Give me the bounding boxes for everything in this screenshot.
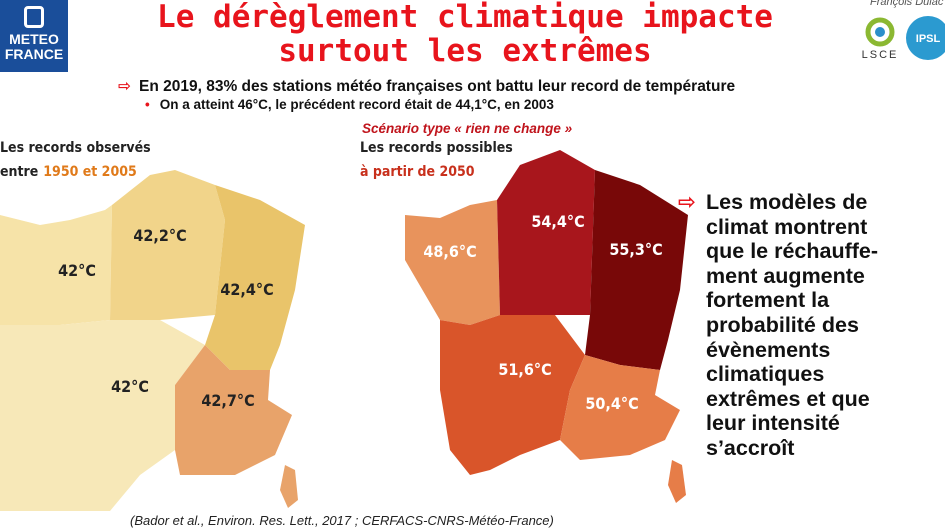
scenario: Scénario type « rien ne change » bbox=[362, 121, 573, 136]
conclusion-line: extrêmes et que bbox=[706, 386, 870, 411]
bullet-text: En 2019, 83% des stations météo français… bbox=[139, 78, 736, 95]
region-label: 54,4°C bbox=[531, 212, 584, 231]
author: François Dulac bbox=[870, 0, 944, 8]
left-map: Les records observés entre 1950 et 2005 4… bbox=[0, 140, 305, 511]
region-label: 42,2°C bbox=[133, 226, 186, 245]
lsce-icon bbox=[875, 27, 885, 37]
region bbox=[110, 170, 225, 320]
arrow: ⇨ bbox=[678, 190, 697, 214]
conclusion-line: probabilité des bbox=[706, 312, 859, 337]
map-caption: Les records observés bbox=[0, 140, 151, 156]
ipsl-icon bbox=[906, 16, 945, 60]
partner-logos: LSCE IPSL bbox=[862, 16, 945, 61]
region-label: 51,6°C bbox=[498, 360, 551, 379]
right-map: Les records possibles à partir de 2050 4… bbox=[360, 140, 688, 503]
region-label: 42,4°C bbox=[220, 280, 273, 299]
title-line: surtout les extrêmes bbox=[278, 33, 652, 69]
region bbox=[0, 320, 205, 511]
region bbox=[560, 355, 680, 460]
sub-bullet: • On a atteint 46°C, le précédent record … bbox=[145, 97, 554, 112]
conclusion-line: leur intensité bbox=[706, 411, 840, 436]
region-label: 55,3°C bbox=[609, 240, 662, 259]
lsce-icon bbox=[865, 17, 895, 47]
map-caption: entre 1950 et 2005 bbox=[0, 164, 137, 180]
conclusion-line: s’accroît bbox=[706, 435, 795, 460]
sub-bullet-text: On a atteint 46°C, le précédent record é… bbox=[159, 97, 554, 112]
region bbox=[405, 200, 500, 325]
map-caption: Les records possibles bbox=[360, 140, 513, 156]
corsica bbox=[668, 460, 686, 503]
conclusion-line: évènements bbox=[706, 337, 831, 362]
map-caption: à partir de 2050 bbox=[360, 164, 475, 180]
logo-line: METEO bbox=[9, 31, 59, 47]
region bbox=[440, 315, 585, 475]
maps: Les records observés entre 1950 et 2005 4… bbox=[0, 140, 688, 511]
corsica bbox=[280, 465, 298, 508]
conclusion-line: climat montrent bbox=[706, 214, 868, 239]
region-label: 50,4°C bbox=[585, 394, 638, 413]
region-label: 42,7°C bbox=[201, 391, 254, 410]
title-line: Le dérèglement climatique impacte bbox=[157, 0, 773, 35]
citation: (Bador et al., Environ. Res. Lett., 2017… bbox=[130, 513, 554, 528]
map-caption-years: 1950 et 2005 bbox=[43, 164, 136, 180]
meteo-france-logo: METEO FRANCE bbox=[0, 0, 68, 72]
ipsl-label: IPSL bbox=[916, 33, 941, 45]
region bbox=[585, 170, 688, 370]
region bbox=[175, 345, 292, 475]
conclusion-line: que le réchauffe- bbox=[706, 239, 879, 264]
logo-icon bbox=[24, 6, 44, 28]
region-label: 42°C bbox=[58, 261, 96, 280]
conclusion: ⇨ Les modèles de climat montrent que le réc… bbox=[678, 190, 879, 461]
conclusion-line: fortement la bbox=[706, 288, 830, 313]
title: Le dérèglement climatique impacte surtou… bbox=[140, 0, 790, 68]
region bbox=[497, 150, 595, 315]
region bbox=[205, 185, 305, 370]
conclusion-line: ment augmente bbox=[706, 263, 865, 288]
region-label: 48,6°C bbox=[423, 242, 476, 261]
region bbox=[0, 205, 112, 325]
bullet: ⇨ En 2019, 83% des stations météo françai… bbox=[118, 78, 736, 95]
lsce-label: LSCE bbox=[862, 49, 899, 61]
conclusion-line: Les modèles de bbox=[706, 190, 868, 214]
region-label: 42°C bbox=[111, 377, 149, 396]
map-caption: entre bbox=[0, 164, 38, 180]
conclusion-line: climatiques bbox=[706, 362, 825, 387]
logo-line: FRANCE bbox=[4, 46, 64, 62]
